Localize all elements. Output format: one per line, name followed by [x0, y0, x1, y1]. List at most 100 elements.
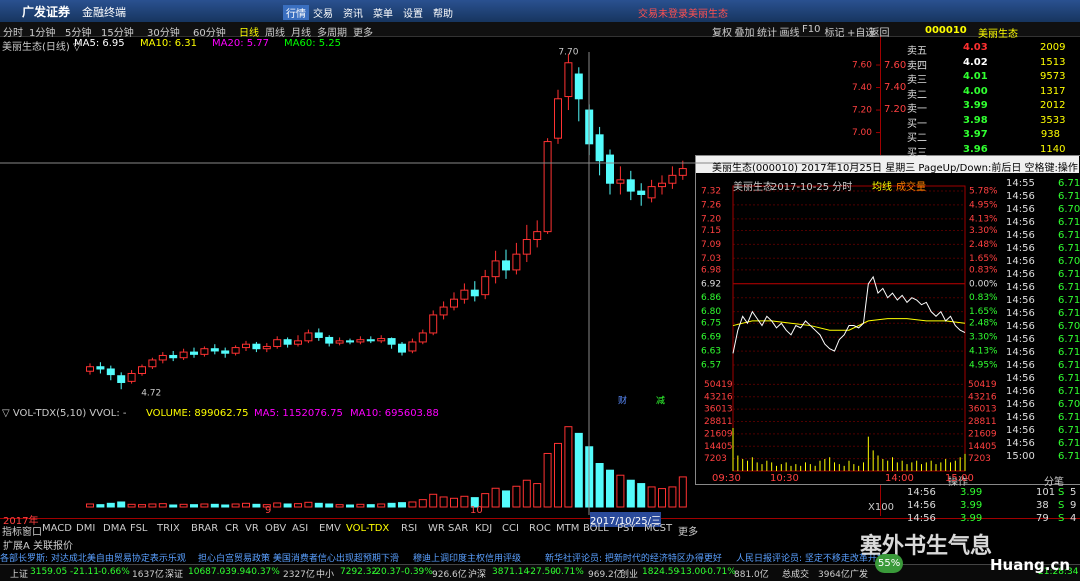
indicator-tab[interactable]: ROC	[529, 523, 551, 534]
news-ticker[interactable]: 各部长罗斯: 对达成北美自由贸易协定表示乐观	[0, 554, 186, 564]
candle-body	[273, 339, 282, 347]
volume-bar	[460, 495, 469, 508]
tick-time: 14:56	[1006, 295, 1035, 306]
tool-button[interactable]: 统计	[757, 28, 777, 39]
period-tab[interactable]: 月线	[291, 28, 311, 39]
candle-body	[637, 190, 646, 195]
book-price: 3.98	[963, 114, 988, 126]
tool-button[interactable]: 叠加	[734, 28, 755, 39]
candle-body	[179, 351, 188, 359]
volume-bar	[294, 503, 302, 508]
news-ticker[interactable]: 担心白宫贸易政策 美国消费者信心出现超预期下滑	[198, 554, 399, 564]
chart-legend: MA60: 5.25	[284, 38, 342, 49]
sub-tab[interactable]: 关联报价	[33, 541, 73, 552]
period-tab[interactable]: 15分钟	[101, 28, 134, 39]
tick-time: 14:56	[1006, 438, 1035, 449]
book-side: 卖一	[907, 104, 927, 115]
volume-bar	[398, 502, 406, 508]
book-price: 3.97	[963, 129, 988, 140]
indicator-tab[interactable]: WR	[428, 523, 445, 534]
price-line	[732, 275, 966, 354]
indicator-tab[interactable]: TRIX	[157, 523, 180, 534]
period-tab[interactable]: 日线	[239, 28, 259, 39]
volume-bar	[564, 426, 573, 508]
volume-bar	[106, 502, 115, 508]
indicator-tab[interactable]: VOL-TDX	[346, 523, 390, 534]
panel-tab[interactable]: 操作	[948, 477, 968, 488]
indicator-tab[interactable]: BRAR	[191, 523, 219, 534]
period-tab[interactable]: 1分钟	[29, 28, 56, 39]
indicator-tab[interactable]: MTM	[556, 523, 580, 534]
indicator-tab[interactable]: MCST	[644, 523, 673, 534]
indicator-tab[interactable]: KDJ	[475, 523, 493, 534]
tick-time: 14:56	[1006, 204, 1035, 215]
indicator-tab[interactable]: FSL	[130, 523, 148, 534]
volume-legend: MA10: 695603.88	[350, 408, 439, 419]
candle-body	[117, 375, 126, 383]
tool-button[interactable]: 返回	[869, 28, 890, 39]
volume-bar	[502, 490, 510, 508]
tool-button[interactable]: +自选	[847, 28, 876, 39]
menu-item[interactable]: 行情	[283, 5, 309, 20]
status-item: 总成交	[782, 570, 810, 580]
indicator-tab[interactable]: EMV	[319, 523, 341, 534]
indicator-tab[interactable]: DMA	[103, 523, 127, 534]
menu-item[interactable]: 帮助	[433, 9, 453, 20]
status-item: -21.11	[70, 567, 100, 577]
sub-tab[interactable]: 扩展A	[3, 541, 30, 552]
popup	[695, 155, 1080, 485]
menu-item[interactable]: 交易	[313, 9, 333, 20]
indicator-tab[interactable]: ASI	[292, 523, 309, 534]
indicator-tab[interactable]: 指标	[2, 527, 22, 538]
indicator-tab[interactable]: PSY	[617, 523, 636, 534]
panel-tab[interactable]: 分笔	[1044, 477, 1064, 488]
candle-body	[242, 343, 250, 349]
period-tab[interactable]: 60分钟	[193, 28, 226, 39]
candle-body	[86, 366, 94, 372]
y-tick-label: 6.98	[701, 265, 721, 275]
volume-bar	[626, 479, 635, 508]
status-bar	[0, 564, 1080, 581]
tool-button[interactable]: 标记	[824, 28, 845, 39]
low-label: 4.72	[141, 389, 161, 399]
indicator-tab[interactable]: CCI	[502, 523, 519, 534]
tool-button[interactable]: 画线	[779, 28, 800, 39]
period-tab[interactable]: 分时	[3, 28, 23, 39]
candle-body	[658, 182, 666, 188]
menu-item[interactable]: 资讯	[343, 9, 363, 20]
indicator-tab[interactable]: CR	[225, 523, 239, 534]
tool-button[interactable]: 复权	[712, 28, 732, 39]
y-tick-label: 7.60	[852, 61, 872, 71]
period-tab[interactable]: 周线	[265, 28, 285, 39]
menu-item[interactable]: 设置	[403, 9, 423, 20]
period-tab[interactable]: 多周期	[317, 28, 347, 39]
status-item: -27.50	[527, 567, 557, 577]
period-tab[interactable]: 30分钟	[147, 28, 180, 39]
indicator-tab[interactable]: RSI	[401, 523, 418, 534]
chart-legend: MA20: 5.77	[212, 38, 270, 49]
indicator-tab[interactable]: 窗口	[22, 527, 42, 538]
candle-body	[595, 134, 604, 162]
indicator-tab[interactable]: DMI	[76, 523, 96, 534]
period-tab[interactable]: 5分钟	[65, 28, 92, 39]
trade-cell: 9	[1070, 500, 1077, 511]
volume-bar	[470, 497, 479, 508]
volume-bar	[221, 504, 230, 508]
news-ticker[interactable]: 新华社评论员: 把新时代的经济特区办得更好	[545, 554, 722, 564]
indicator-tab[interactable]: 更多	[678, 527, 698, 538]
tick-time: 14:56	[1006, 334, 1035, 345]
indicator-tab[interactable]: VR	[245, 523, 259, 534]
indicator-tab[interactable]: OBV	[265, 523, 287, 534]
menu-item[interactable]: 菜单	[373, 9, 393, 20]
pct-label: 1.65%	[969, 254, 998, 264]
news-ticker[interactable]: 人民日报评论员: 坚定不移走改革开放	[736, 554, 886, 564]
news-ticker[interactable]: 穆迪上调印度主权信用评级	[413, 554, 522, 564]
indicator-tab[interactable]: SAR	[448, 523, 469, 534]
tool-button[interactable]: F10	[802, 24, 821, 35]
y-tick-label: 50419	[704, 380, 733, 390]
indicator-tab[interactable]: MACD	[42, 523, 72, 534]
volume-bar	[325, 503, 334, 508]
book-price: 4.01	[963, 71, 988, 82]
period-tab[interactable]: 更多	[353, 28, 373, 39]
indicator-tab[interactable]: BOLL	[583, 523, 609, 534]
